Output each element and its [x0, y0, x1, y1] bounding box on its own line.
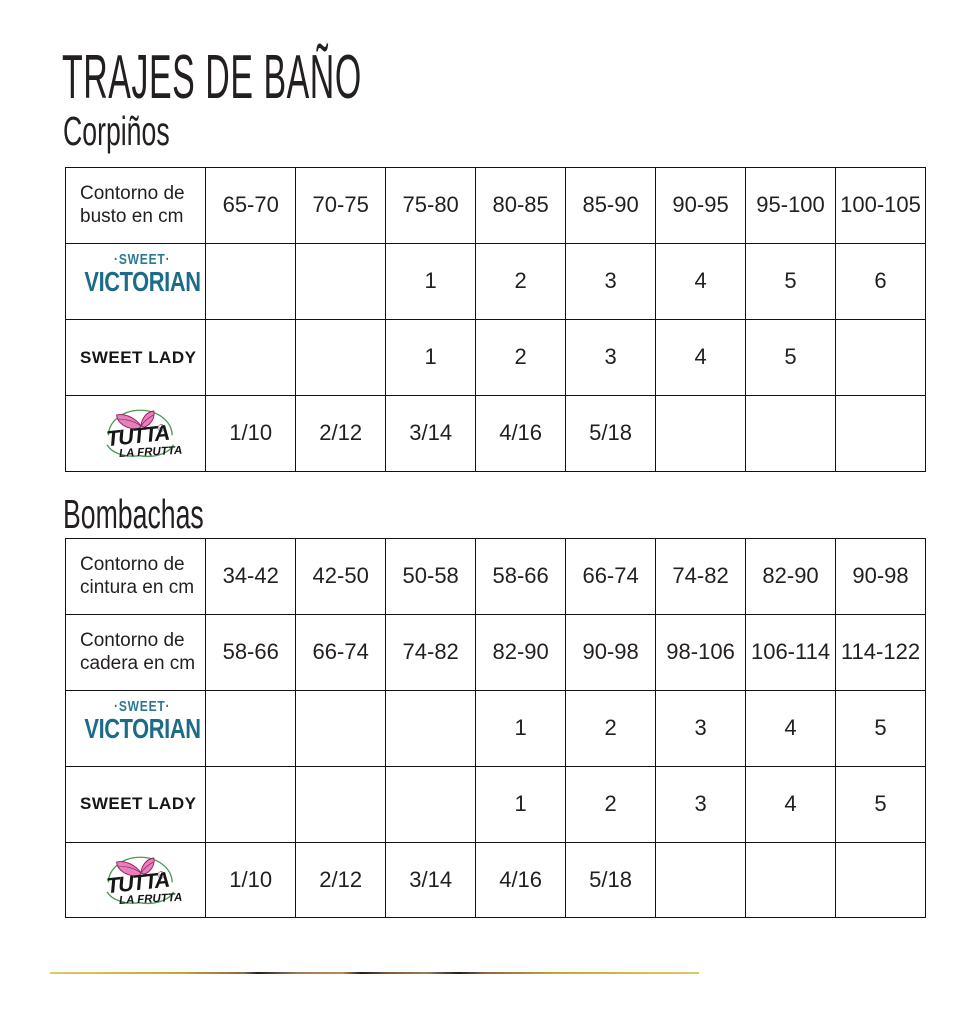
- svg-text:LA FRUTTA: LA FRUTTA: [118, 445, 182, 460]
- svg-text:R: R: [159, 426, 162, 431]
- svg-text:LA FRUTTA: LA FRUTTA: [118, 892, 182, 907]
- svg-text:R: R: [159, 873, 162, 878]
